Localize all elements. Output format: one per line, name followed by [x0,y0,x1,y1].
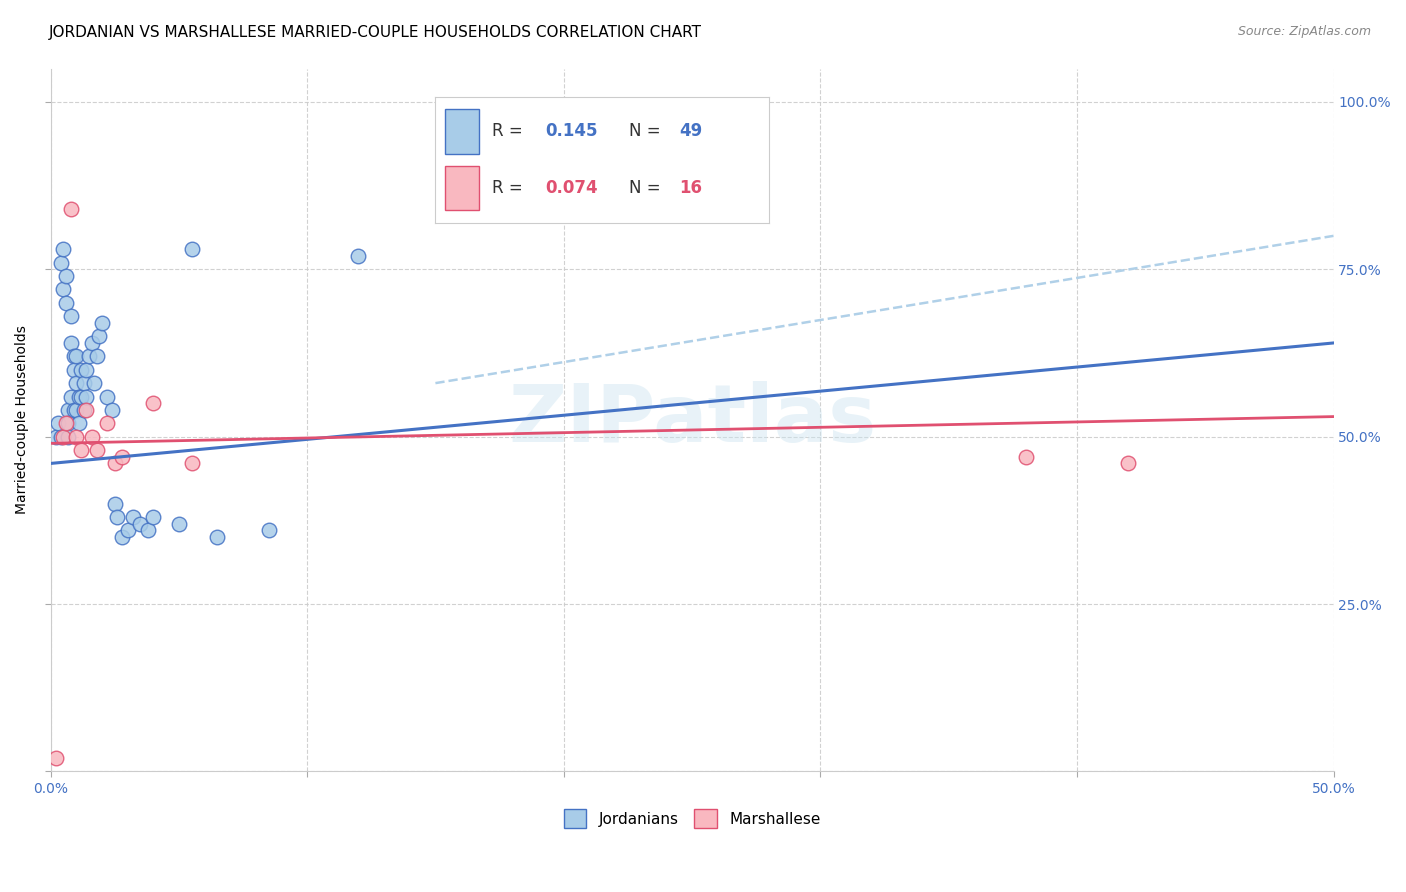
Point [111,450,134,464]
Point [96,417,118,431]
Point [257,524,280,538]
Point [180,457,202,471]
Point [121,510,143,524]
Point [167,516,190,531]
Point [55,417,77,431]
Point [55,295,77,310]
Point [52,282,75,296]
Point [67,417,90,431]
Point [70,443,93,458]
Point [49,430,72,444]
Text: ZIPatlas: ZIPatlas [508,381,876,459]
Point [52,430,75,444]
Point [70,390,93,404]
Point [111,530,134,544]
Y-axis label: Married-couple Households: Married-couple Households [15,326,30,515]
Point [75,403,97,417]
Point [77,349,100,363]
Point [62,363,84,377]
Point [62,349,84,363]
Legend: Jordanians, Marshallese: Jordanians, Marshallese [557,803,827,834]
Point [46,417,69,431]
Point [1014,450,1036,464]
Point [129,516,152,531]
Point [52,242,75,256]
Point [45,751,67,765]
Point [49,255,72,269]
Point [142,510,165,524]
Point [70,363,93,377]
Point [60,335,83,350]
Point [104,457,127,471]
Point [60,390,83,404]
Point [104,497,127,511]
Point [73,403,96,417]
Point [96,390,118,404]
Point [62,403,84,417]
Point [347,249,370,263]
Point [58,417,80,431]
Point [73,376,96,391]
Point [136,524,159,538]
Point [86,349,108,363]
Point [58,430,80,444]
Point [1116,457,1139,471]
Point [55,268,77,283]
Point [65,349,87,363]
Point [45,430,67,444]
Point [58,403,80,417]
Text: Source: ZipAtlas.com: Source: ZipAtlas.com [1237,25,1371,38]
Point [75,390,97,404]
Point [80,335,103,350]
Point [75,363,97,377]
Point [207,530,229,544]
Point [60,309,83,323]
Point [65,430,87,444]
Point [105,510,128,524]
Point [142,396,165,410]
Point [89,329,111,343]
Point [117,524,139,538]
Point [90,316,112,330]
Point [86,443,108,458]
Point [83,376,105,391]
Point [101,403,124,417]
Point [67,390,90,404]
Point [180,242,202,256]
Point [60,202,83,216]
Point [65,403,87,417]
Point [80,430,103,444]
Text: JORDANIAN VS MARSHALLESE MARRIED-COUPLE HOUSEHOLDS CORRELATION CHART: JORDANIAN VS MARSHALLESE MARRIED-COUPLE … [49,25,702,40]
Point [65,376,87,391]
